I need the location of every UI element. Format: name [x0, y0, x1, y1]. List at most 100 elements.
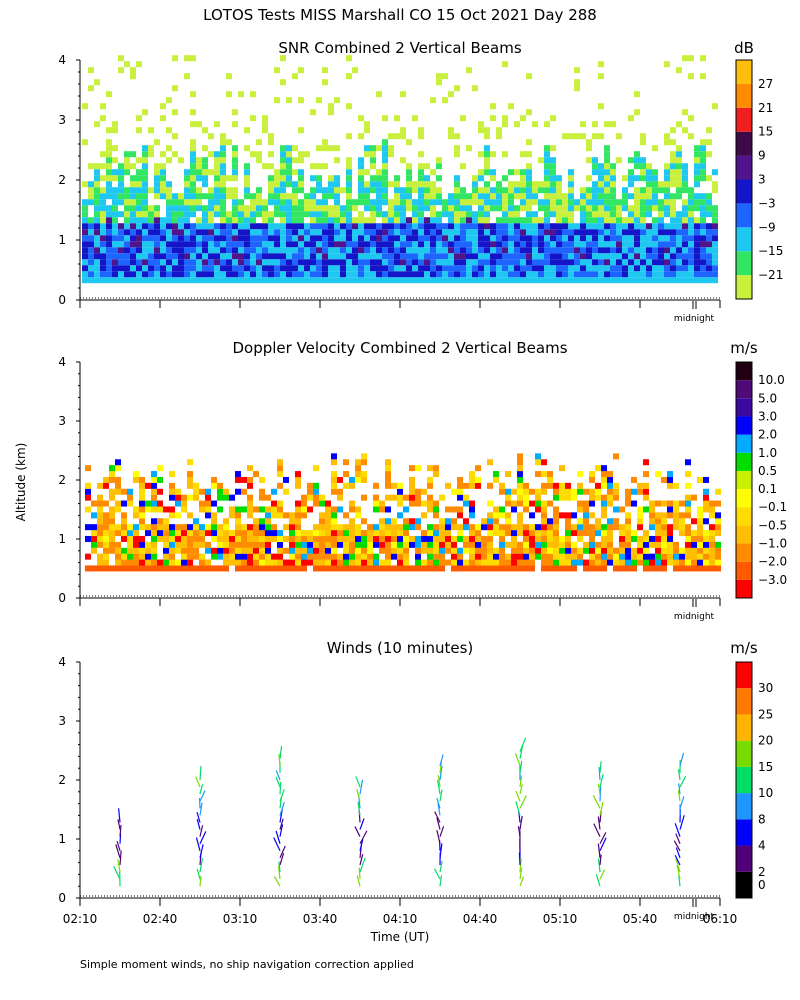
doppler-cell [289, 547, 295, 554]
doppler-cell [703, 565, 709, 572]
doppler-cell [679, 500, 685, 507]
snr-cell [202, 247, 208, 254]
snr-cell [604, 211, 610, 218]
doppler-cell [301, 541, 307, 548]
snr-cell [598, 265, 604, 272]
snr-cell [514, 187, 520, 194]
snr-cell [616, 229, 622, 236]
doppler-cell [199, 565, 205, 572]
snr-cell [196, 169, 202, 176]
snr-cell [220, 175, 226, 182]
doppler-cell [223, 565, 229, 572]
snr-cell [376, 265, 382, 272]
snr-cell [412, 241, 418, 248]
snr-cell [364, 229, 370, 236]
doppler-cell [631, 565, 637, 572]
snr-cell [94, 121, 100, 128]
snr-cell [94, 253, 100, 260]
snr-cell [634, 211, 640, 218]
snr-cell [280, 247, 286, 254]
snr-cell [490, 169, 496, 176]
wind-barb [519, 760, 523, 774]
doppler-cell [223, 530, 229, 537]
doppler-cell [169, 482, 175, 489]
doppler-cell [127, 524, 133, 531]
snr-cell [238, 229, 244, 236]
snr-cell [118, 265, 124, 272]
doppler-cell [517, 465, 523, 472]
snr-cell [400, 211, 406, 218]
doppler-cell [469, 565, 475, 572]
snr-cell [484, 157, 490, 164]
snr-cell [304, 199, 310, 206]
doppler-cell [295, 512, 301, 519]
snr-cell [388, 133, 394, 140]
snr-cell [136, 235, 142, 242]
snr-cell [538, 265, 544, 272]
snr-cell [682, 175, 688, 182]
doppler-cell [511, 488, 517, 495]
doppler-cell [523, 482, 529, 489]
snr-cell [244, 217, 250, 224]
snr-cell [634, 163, 640, 170]
doppler-cell [409, 524, 415, 531]
doppler-cell [169, 494, 175, 501]
snr-cell [196, 229, 202, 236]
snr-cell [628, 271, 634, 278]
snr-cell [352, 265, 358, 272]
snr-cell [442, 235, 448, 242]
snr-cell [124, 247, 130, 254]
snr-cell [502, 229, 508, 236]
doppler-cell [589, 565, 595, 572]
wind-barb [439, 826, 445, 837]
doppler-cell [715, 530, 721, 537]
snr-cell [412, 211, 418, 218]
snr-cell [454, 193, 460, 200]
snr-cell [316, 235, 322, 242]
doppler-cell [415, 488, 421, 495]
snr-cell [238, 205, 244, 212]
snr-cell [622, 247, 628, 254]
snr-cell [124, 265, 130, 272]
doppler-cell [235, 524, 241, 531]
doppler-cell [445, 535, 451, 542]
snr-cell [514, 193, 520, 200]
snr-cell [94, 217, 100, 224]
doppler-cell [373, 494, 379, 501]
wind-barb [355, 776, 361, 788]
doppler-cell [223, 524, 229, 531]
snr-cell [328, 181, 334, 188]
snr-cell [664, 133, 670, 140]
doppler-cell [583, 518, 589, 525]
snr-cell [262, 235, 268, 242]
snr-cell [610, 211, 616, 218]
snr-cell [412, 115, 418, 122]
snr-cell [274, 211, 280, 218]
x-tick-label: 05:40 [623, 912, 658, 926]
snr-cell [304, 271, 310, 278]
x-tick-label: 06:10 [703, 912, 738, 926]
snr-cell [556, 247, 562, 254]
snr-cell [532, 121, 538, 128]
snr-cell [406, 199, 412, 206]
wind-barb [597, 843, 601, 858]
snr-cell [310, 247, 316, 254]
snr-cell [112, 229, 118, 236]
snr-cell [430, 235, 436, 242]
snr-cell [496, 271, 502, 278]
doppler-cell [169, 565, 175, 572]
colorbar-tick-label: 0.1 [758, 482, 777, 496]
snr-cell [670, 169, 676, 176]
doppler-cell [199, 535, 205, 542]
snr-cell [376, 247, 382, 254]
doppler-cell [181, 565, 187, 572]
snr-cell [418, 205, 424, 212]
doppler-cell [235, 506, 241, 513]
doppler-cell [301, 553, 307, 560]
snr-cell [670, 199, 676, 206]
snr-cell [430, 187, 436, 194]
snr-cell [394, 235, 400, 242]
wind-barb [199, 844, 204, 859]
snr-cell [394, 223, 400, 230]
doppler-cell [469, 512, 475, 519]
